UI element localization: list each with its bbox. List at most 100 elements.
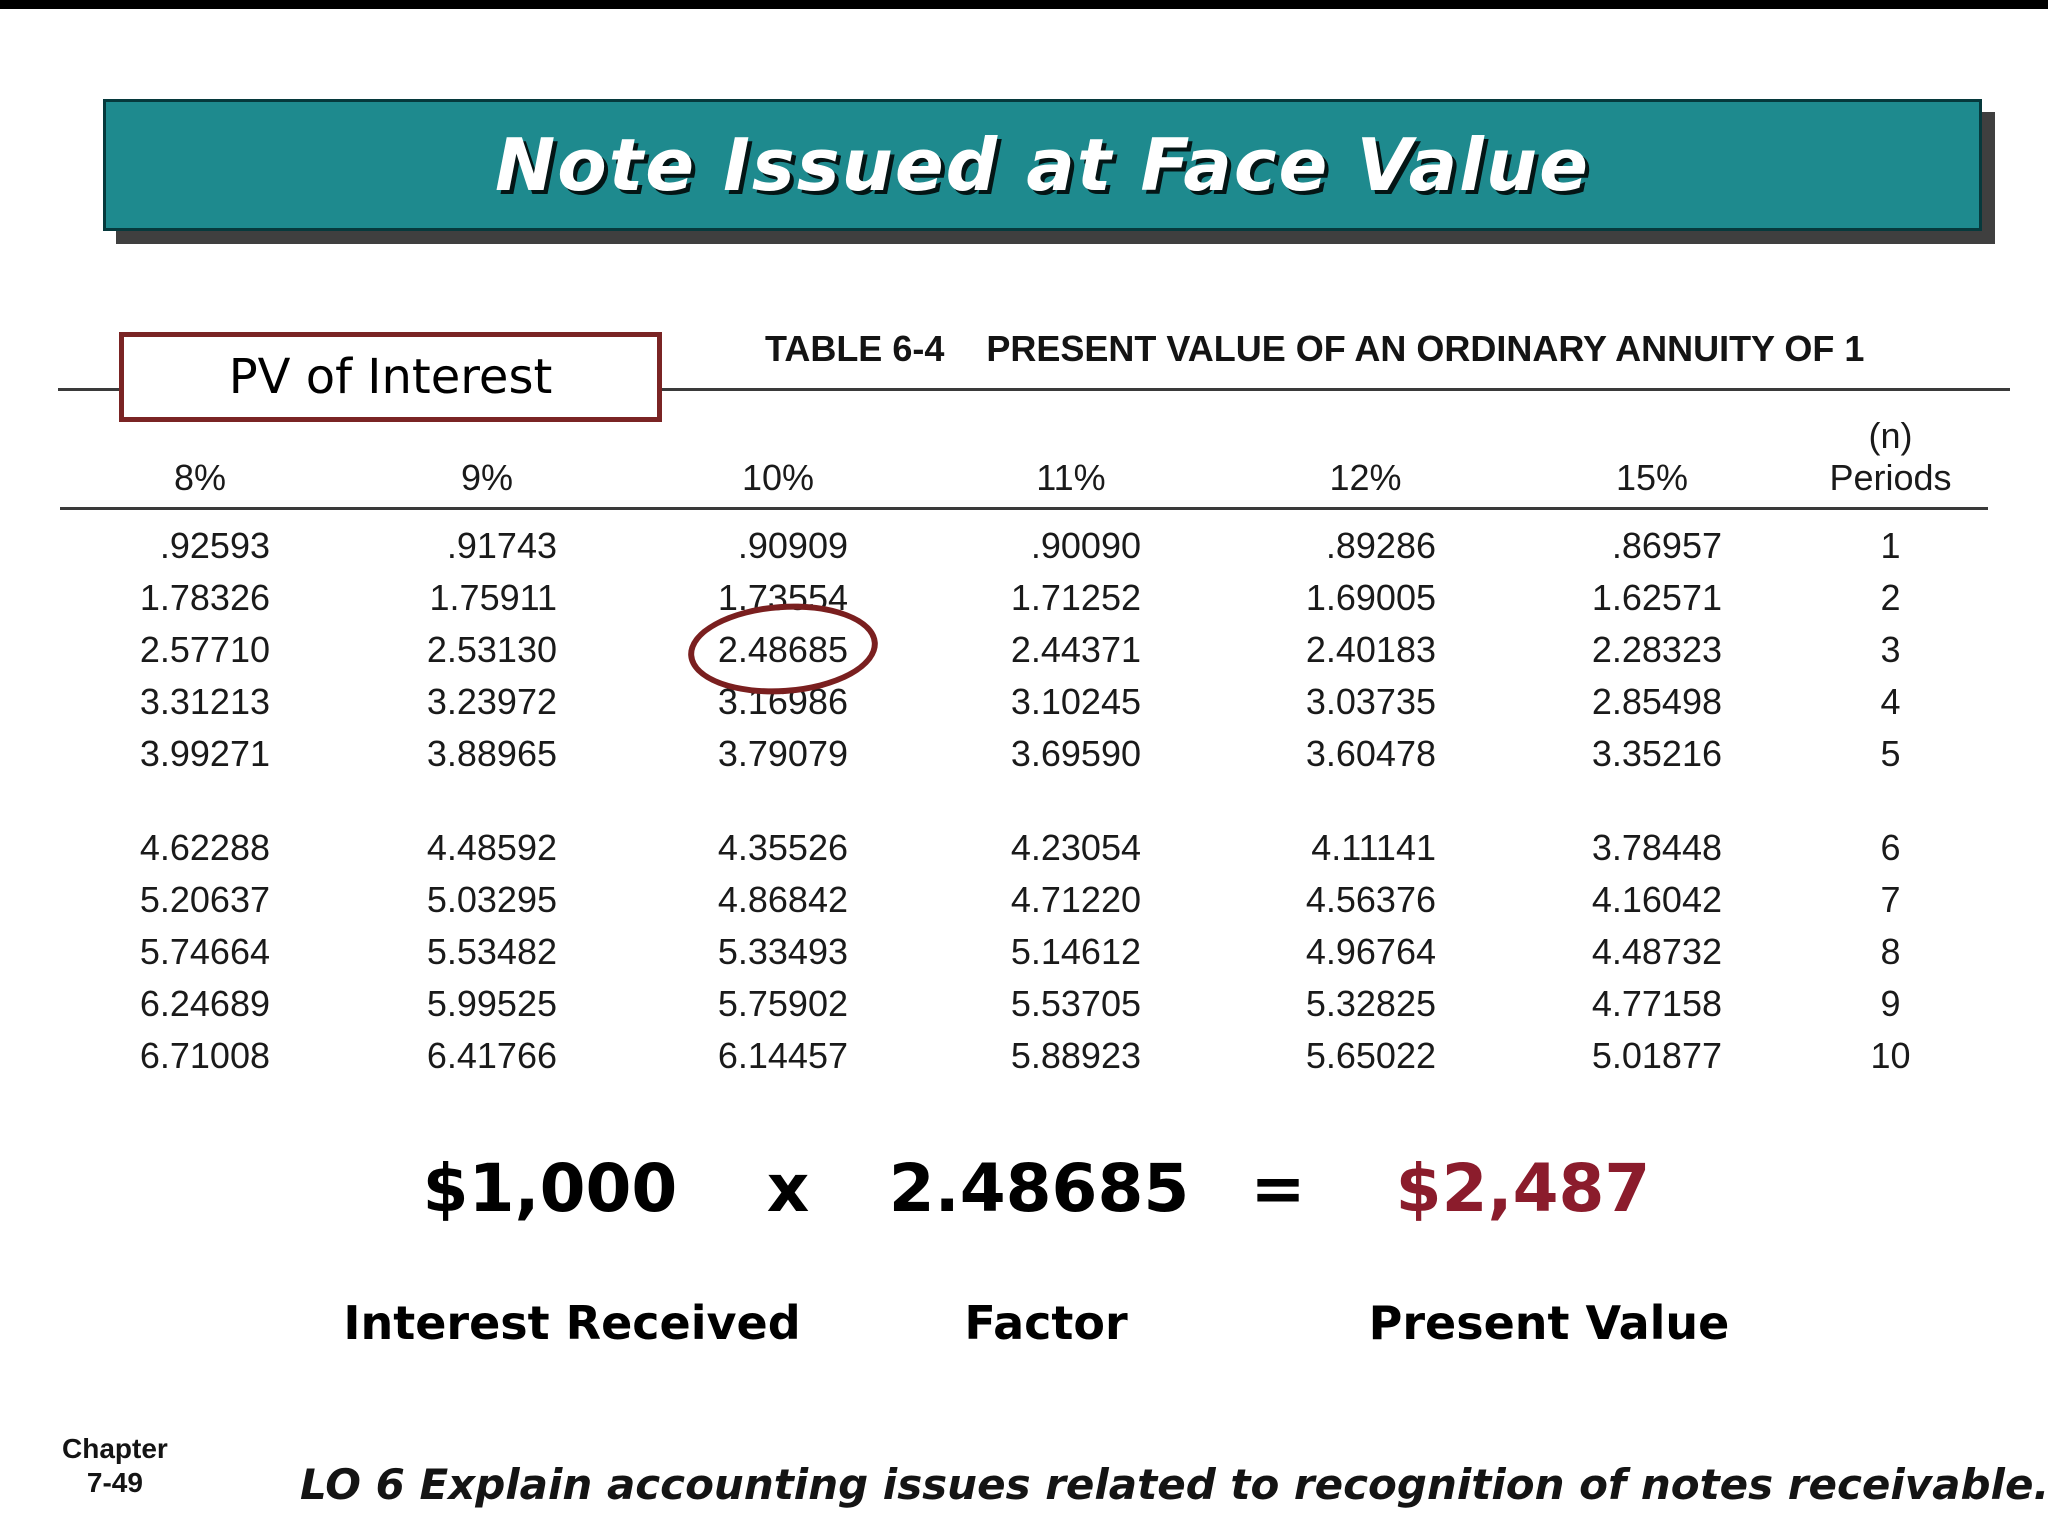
cell-value: 5.14612 [1010, 930, 1141, 972]
caption-rule [58, 388, 2010, 391]
cell-value: 4.96764 [1305, 930, 1436, 972]
table-cell: .90090 [922, 508, 1220, 572]
cell-value: 3.60478 [1305, 732, 1436, 774]
cell-value: 3.35216 [1591, 732, 1722, 774]
period-cell: 10 [1870, 1034, 1911, 1076]
table-cell: 3.99271 [60, 728, 340, 780]
equals-sign: = [1250, 1150, 1306, 1227]
cell-value: 3.78448 [1591, 826, 1722, 868]
cell-value: 5.33493 [717, 930, 848, 972]
cell-value: 3.79079 [717, 732, 848, 774]
table-cell: 1.62571 [1511, 572, 1793, 624]
cell-value: 3.88965 [426, 732, 557, 774]
pv-of-interest-callout: PV of Interest [119, 332, 662, 422]
periods-column-header: (n) Periods [1793, 398, 1988, 510]
table-cell: 5.53482 [340, 926, 634, 978]
table-cell: 2.53130 [340, 624, 634, 676]
top-border-strip [0, 0, 2048, 9]
table-cell: 4.16042 [1511, 874, 1793, 926]
table-cell: 3.88965 [340, 728, 634, 780]
multiply-sign: x [766, 1150, 810, 1227]
cell-value: 3.69590 [1010, 732, 1141, 774]
table-cell: 4.77158 [1511, 978, 1793, 1030]
table-cell: 1.69005 [1220, 572, 1511, 624]
cell-value: 2.57710 [139, 628, 270, 670]
table-caption: TABLE 6-4 PRESENT VALUE OF AN ORDINARY AN… [765, 328, 1864, 370]
table-cell: 5.99525 [340, 978, 634, 1030]
pv-factor: 2.48685 [888, 1150, 1190, 1227]
chapter-badge: Chapter 7-49 [62, 1432, 168, 1500]
table-cell: 2.85498 [1511, 676, 1793, 728]
table-cell: 3.35216 [1511, 728, 1793, 780]
table-cell: 5.01877 [1511, 1030, 1793, 1082]
cell-value: 6.71008 [139, 1034, 270, 1076]
table-row: 1.78326 1.75911 1.73554 1.71252 1.69005 1.625… [60, 572, 1988, 624]
table-cell: 3.78448 [1511, 780, 1793, 874]
table-cell: 4.48732 [1511, 926, 1793, 978]
cell-value: 4.77158 [1591, 982, 1722, 1024]
cell-value: 4.71220 [1010, 878, 1141, 920]
present-value-result: $2,487 [1395, 1150, 1651, 1227]
table-cell: 6.41766 [340, 1030, 634, 1082]
cell-value: 4.48732 [1591, 930, 1722, 972]
cell-value: 4.56376 [1305, 878, 1436, 920]
table-cell: 1.71252 [922, 572, 1220, 624]
table-cell: 2.44371 [922, 624, 1220, 676]
period-cell: 6 [1880, 826, 1901, 868]
table-cell: 4.56376 [1220, 874, 1511, 926]
table-cell: 3.23972 [340, 676, 634, 728]
cell-value: 4.62288 [139, 826, 270, 868]
cell-value: .86957 [1611, 524, 1722, 566]
table-cell: 4.96764 [1220, 926, 1511, 978]
table-cell: 6.71008 [60, 1030, 340, 1082]
learning-objective: LO 6 Explain accounting issues related t… [300, 1460, 2048, 1509]
period-cell: 8 [1880, 930, 1901, 972]
table-cell: 4.71220 [922, 874, 1220, 926]
table-cell: 5.53705 [922, 978, 1220, 1030]
column-header: 12% [1220, 398, 1511, 510]
table-cell: .86957 [1511, 508, 1793, 572]
table-cell: 4.62288 [60, 780, 340, 874]
cell-value: 5.03295 [426, 878, 557, 920]
table-cell: 4.11141 [1220, 780, 1511, 874]
cell-value: 5.53482 [426, 930, 557, 972]
table-cell: 3.03735 [1220, 676, 1511, 728]
table-cell: 6.24689 [60, 978, 340, 1030]
cell-value: 5.75902 [717, 982, 848, 1024]
cell-value: .90090 [1030, 524, 1141, 566]
cell-value: 4.48592 [426, 826, 557, 868]
table-row: 6.24689 5.99525 5.75902 5.53705 5.32825 4.771… [60, 978, 1988, 1030]
interest-received-label: Interest Received [343, 1296, 801, 1350]
table-cell: 5.74664 [60, 926, 340, 978]
periods-n-label: (n) [1868, 414, 1913, 456]
table-cell: 4.23054 [922, 780, 1220, 874]
table-cell: 3.79079 [634, 728, 922, 780]
chapter-word: Chapter [62, 1433, 168, 1464]
cell-value: 5.65022 [1305, 1034, 1436, 1076]
period-cell: 4 [1880, 680, 1901, 722]
cell-value: 5.99525 [426, 982, 557, 1024]
cell-value: 4.35526 [717, 826, 848, 868]
slide-title: Note Issued at Face Value [495, 123, 1590, 207]
cell-value: 2.40183 [1305, 628, 1436, 670]
cell-value: .89286 [1325, 524, 1436, 566]
cell-value: 5.20637 [139, 878, 270, 920]
table-cell: 5.14612 [922, 926, 1220, 978]
cell-value: 1.75911 [429, 576, 557, 618]
pv-table-body: .92593 .91743 .90909 .90090 .89286 .86957 1 1.7… [60, 508, 1988, 1082]
table-cell: .89286 [1220, 508, 1511, 572]
table-row: 6.71008 6.41766 6.14457 5.88923 5.65022 5.018… [60, 1030, 1988, 1082]
table-cell: 4.35526 [634, 780, 922, 874]
table-cell: 5.32825 [1220, 978, 1511, 1030]
cell-value: 2.44371 [1010, 628, 1141, 670]
circled-factor-value: 2.48685 [718, 624, 848, 676]
cell-value: .90909 [737, 524, 848, 566]
table-cell: 2.28323 [1511, 624, 1793, 676]
table-cell: 4.48592 [340, 780, 634, 874]
table-cell: 1.78326 [60, 572, 340, 624]
cell-value: 6.24689 [139, 982, 270, 1024]
present-value-label: Present Value [1368, 1296, 1730, 1350]
table-cell: 2.57710 [60, 624, 340, 676]
period-cell: 1 [1880, 524, 1901, 566]
table-cell: 5.03295 [340, 874, 634, 926]
